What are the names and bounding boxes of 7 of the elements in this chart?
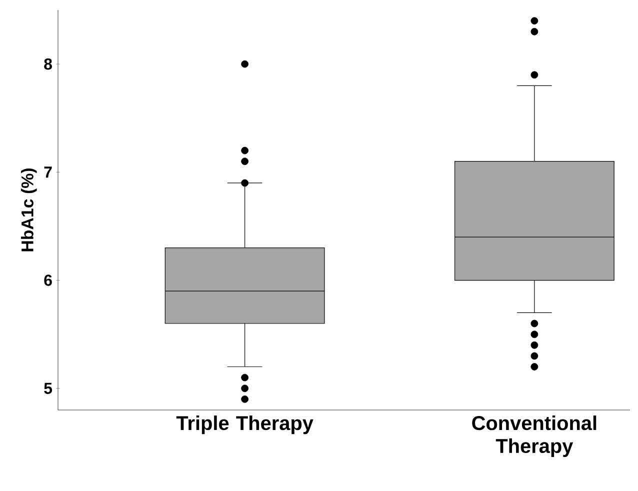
y-tick-label: 7 [44,166,52,178]
x-tick-label: Conventional Therapy [472,416,596,458]
y-axis-title: HbA1c (%) [20,168,37,252]
y-tick-label: 5 [44,382,52,394]
y-tick-label: 8 [44,58,52,70]
y-tick-label: 6 [44,274,52,286]
x-tick-label: Triple Therapy [176,416,314,434]
